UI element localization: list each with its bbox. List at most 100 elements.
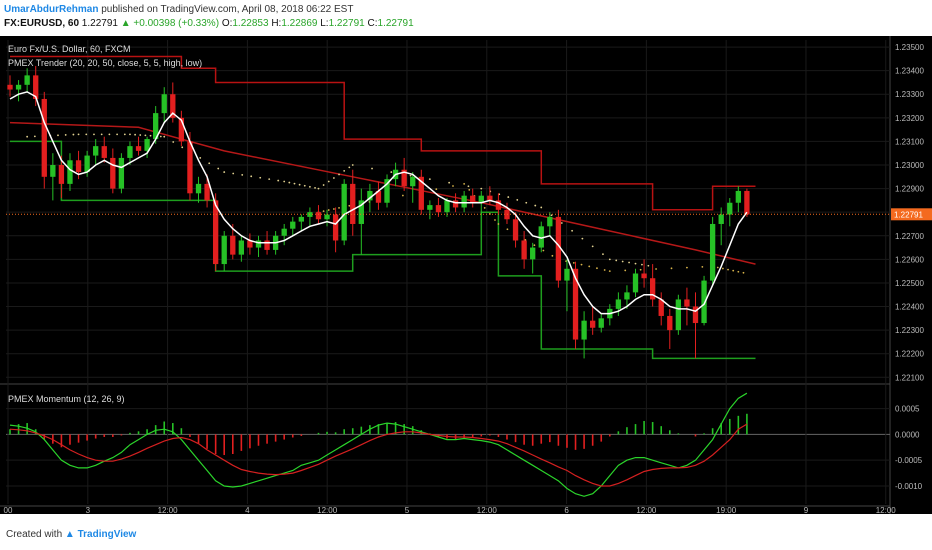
candle-body[interactable]	[675, 299, 682, 331]
candle-body[interactable]	[67, 160, 73, 184]
candle-body[interactable]	[641, 273, 647, 279]
candle-body[interactable]	[692, 306, 699, 324]
candle-body[interactable]	[530, 247, 536, 260]
candle-body[interactable]	[127, 146, 133, 158]
candle-body[interactable]	[332, 214, 339, 241]
candle-body[interactable]	[658, 299, 664, 316]
main-pane[interactable]	[6, 55, 890, 360]
candle-body[interactable]	[709, 223, 716, 281]
candle-body[interactable]	[487, 195, 493, 201]
candle-body[interactable]	[58, 165, 65, 184]
candle-body[interactable]	[401, 169, 407, 187]
candle-body[interactable]	[624, 292, 630, 300]
candle-body[interactable]	[118, 157, 125, 189]
candle-body[interactable]	[212, 200, 219, 265]
candle-body[interactable]	[204, 183, 210, 201]
candle-body[interactable]	[744, 190, 750, 215]
candle-body[interactable]	[598, 318, 604, 328]
candle-body[interactable]	[461, 195, 467, 208]
candle-body[interactable]	[512, 219, 519, 241]
chart-svg[interactable]: 1.23500 1.23400 1.23300 1.23200 1.23100 1.230…	[0, 36, 932, 515]
candle-body[interactable]	[367, 190, 373, 201]
candle-body[interactable]	[24, 75, 30, 85]
candle-body[interactable]	[684, 299, 690, 307]
osc-tick-label: -0.0010	[895, 482, 923, 491]
candle-body[interactable]	[410, 176, 416, 187]
candle-body[interactable]	[153, 113, 159, 140]
candle-body[interactable]	[632, 273, 639, 293]
candle-body[interactable]	[93, 146, 99, 156]
candle-body[interactable]	[667, 315, 673, 331]
trail-dot	[26, 135, 29, 138]
candle-body[interactable]	[555, 216, 562, 281]
candle-body[interactable]	[110, 157, 116, 189]
candle-body[interactable]	[384, 179, 390, 203]
candle-body[interactable]	[538, 226, 544, 248]
candle-body[interactable]	[50, 165, 56, 177]
candle-body[interactable]	[195, 183, 202, 194]
tradingview-logo[interactable]: ▲ TradingView	[64, 529, 137, 540]
candle-body[interactable]	[84, 155, 90, 173]
candle-body[interactable]	[144, 139, 150, 151]
momentum-pane[interactable]	[9, 392, 748, 497]
candle-body[interactable]	[264, 240, 270, 250]
chart-area[interactable]: 1.23500 1.23400 1.23300 1.23200 1.23100 1.230…	[0, 36, 932, 515]
candle-body[interactable]	[478, 195, 484, 203]
trail-dot	[655, 268, 657, 270]
candle-body[interactable]	[701, 280, 707, 324]
candle-body[interactable]	[470, 195, 476, 203]
candle-body[interactable]	[504, 209, 510, 220]
candle-body[interactable]	[547, 216, 553, 227]
candle-body[interactable]	[178, 117, 185, 142]
candle-body[interactable]	[350, 183, 356, 224]
candle-body[interactable]	[444, 200, 450, 213]
candle-body[interactable]	[281, 228, 287, 236]
candle-body[interactable]	[735, 190, 741, 203]
candle-body[interactable]	[255, 240, 262, 248]
candle-body[interactable]	[727, 202, 733, 215]
candle-body[interactable]	[718, 214, 724, 224]
candle-body[interactable]	[375, 190, 382, 203]
candle-body[interactable]	[7, 84, 13, 90]
price-tick-label: 1.22200	[895, 350, 924, 359]
author-link[interactable]: UmarAbdurRehman	[4, 4, 99, 15]
candle-body[interactable]	[590, 320, 596, 328]
candle-body[interactable]	[341, 183, 347, 241]
candle-body[interactable]	[418, 176, 424, 210]
time-tick-label: 12:00	[158, 506, 179, 514]
candle-body[interactable]	[15, 84, 22, 90]
trail-dot	[332, 208, 335, 210]
candle-body[interactable]	[572, 268, 579, 340]
candle-body[interactable]	[238, 240, 245, 255]
candle-body[interactable]	[135, 146, 142, 151]
candle-body[interactable]	[615, 299, 622, 309]
candle-body[interactable]	[564, 268, 570, 281]
candle-body[interactable]	[324, 214, 330, 220]
candle-body[interactable]	[581, 320, 587, 340]
candle-body[interactable]	[452, 200, 459, 208]
candle-body[interactable]	[221, 235, 227, 265]
trail-dot	[123, 133, 126, 136]
candle-body[interactable]	[101, 146, 107, 158]
candle-body[interactable]	[290, 221, 296, 229]
candle-body[interactable]	[298, 216, 304, 222]
candle-body[interactable]	[247, 240, 253, 248]
candle-body[interactable]	[187, 141, 193, 194]
candle-body[interactable]	[161, 94, 167, 114]
candle-body[interactable]	[435, 205, 442, 213]
candle-body[interactable]	[41, 98, 47, 177]
candle-body[interactable]	[170, 94, 176, 118]
trail-dot	[409, 174, 412, 177]
candle-body[interactable]	[495, 200, 502, 210]
candle-body[interactable]	[230, 235, 236, 255]
candle-body[interactable]	[358, 200, 364, 224]
candle-body[interactable]	[315, 212, 322, 220]
candle-body[interactable]	[75, 160, 82, 173]
candle-body[interactable]	[33, 75, 39, 99]
candle-body[interactable]	[521, 240, 527, 260]
trail-dot	[468, 188, 471, 191]
trail-dot	[93, 133, 95, 136]
trail-dot	[327, 180, 330, 183]
candle-body[interactable]	[427, 205, 433, 210]
candle-body[interactable]	[649, 278, 656, 300]
